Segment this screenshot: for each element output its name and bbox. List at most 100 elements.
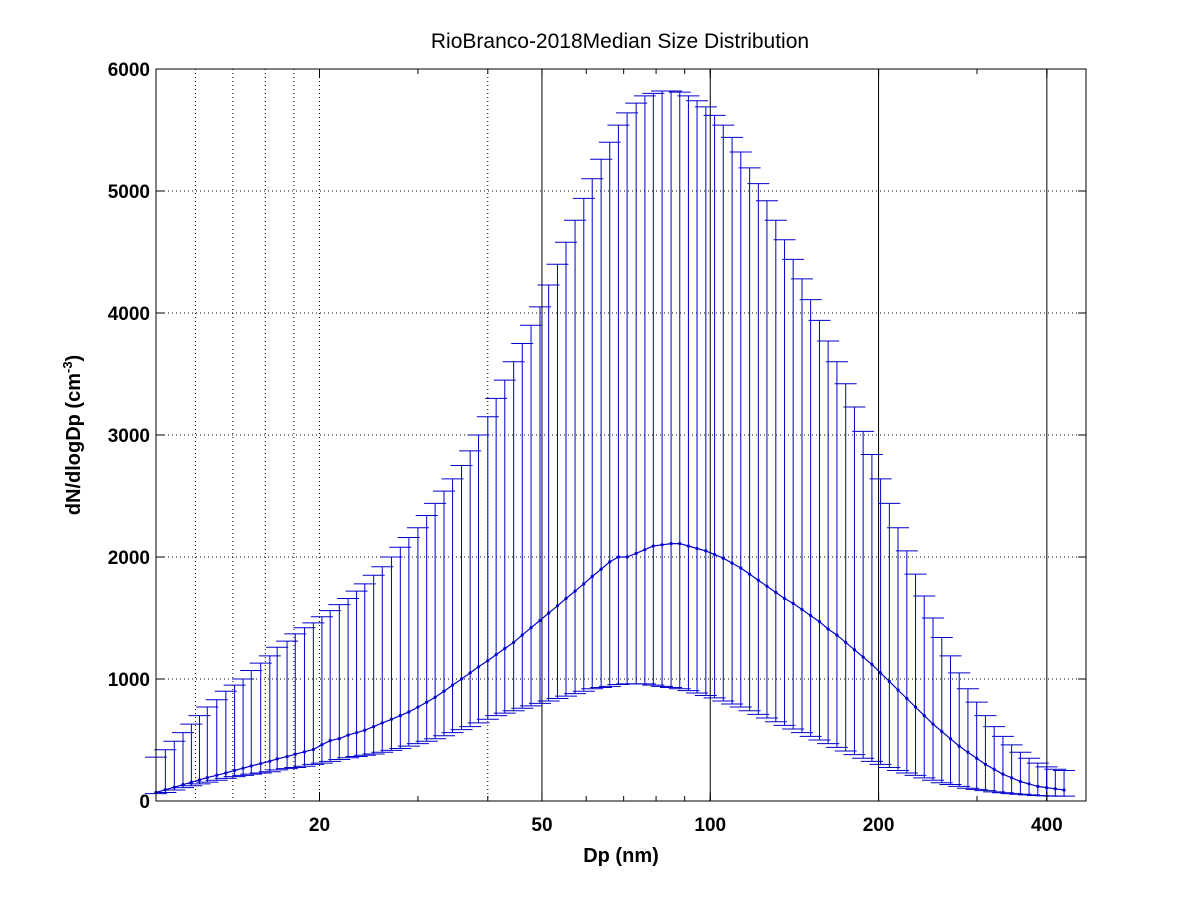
median-point: [181, 783, 185, 787]
median-point: [669, 541, 673, 546]
median-point: [1053, 787, 1057, 791]
median-point: [800, 607, 804, 612]
median-point: [1036, 784, 1040, 788]
median-point: [215, 773, 219, 777]
median-point: [791, 601, 795, 605]
median-point: [363, 728, 367, 732]
median-point: [896, 688, 900, 692]
median-point: [651, 544, 655, 548]
x-tick-label: 100: [694, 815, 726, 836]
y-axis-label-close: ): [63, 355, 85, 362]
median-point: [765, 584, 769, 588]
median-point: [1027, 782, 1031, 786]
median-point: [520, 633, 524, 637]
median-point: [205, 775, 209, 780]
median-point: [233, 768, 237, 773]
median-point: [686, 544, 691, 548]
median-point: [704, 549, 708, 553]
median-point: [1001, 772, 1005, 776]
median-point: [459, 677, 464, 681]
y-axis-label-main: dN/dlogDp (cm: [63, 373, 85, 515]
median-point: [337, 737, 341, 741]
median-point: [913, 705, 918, 709]
median-point: [1010, 776, 1014, 780]
y-tick-label: 1000: [108, 670, 150, 691]
y-tick-label: 0: [139, 792, 150, 813]
median-point: [486, 659, 490, 663]
median-point: [590, 574, 594, 579]
median-point: [852, 648, 857, 652]
median-point: [1044, 785, 1049, 790]
median-point: [275, 757, 279, 761]
x-tick-label: 400: [1031, 815, 1063, 836]
x-tick-label: 20: [309, 815, 330, 836]
median-point: [529, 626, 533, 630]
median-point: [320, 743, 324, 747]
median-point: [940, 729, 944, 734]
median-point: [302, 750, 307, 754]
median-point: [625, 555, 629, 559]
median-point: [957, 744, 961, 748]
y-axis-label-exponent: -3: [60, 361, 75, 373]
median-point: [450, 683, 455, 687]
median-point: [739, 566, 743, 570]
median-point: [224, 771, 228, 775]
median-point: [835, 633, 839, 637]
median-point: [468, 671, 472, 675]
grid-layer: [156, 69, 1086, 801]
median-point: [905, 696, 909, 701]
median-point: [922, 714, 926, 718]
median-point: [616, 555, 620, 559]
median-point: [389, 717, 394, 721]
median-point: [380, 721, 384, 725]
median-point: [826, 627, 830, 631]
median-point: [748, 572, 752, 576]
median-point: [189, 780, 193, 784]
median-point: [416, 705, 420, 709]
median-point: [172, 785, 176, 789]
median-point: [582, 582, 586, 586]
median-point: [573, 589, 577, 593]
median-point: [782, 596, 787, 601]
median-point: [354, 731, 359, 735]
median-point: [599, 567, 603, 571]
x-tick-label: 200: [863, 815, 895, 836]
median-point: [372, 724, 376, 729]
median-point: [433, 695, 437, 699]
median-point: [948, 737, 953, 741]
y-tick-label: 3000: [108, 426, 150, 447]
chart-title: RioBranco-2018Median Size Distribution: [431, 30, 809, 53]
median-point: [817, 620, 822, 624]
median-point: [861, 655, 865, 659]
median-point: [695, 546, 699, 551]
y-tick-label: 5000: [108, 182, 150, 203]
median-point: [328, 739, 332, 743]
median-point: [975, 756, 979, 760]
tick-layer: 0 1000 2000 3000 4000 5000 6000 20 50 100 200 400: [108, 60, 1086, 836]
median-point: [678, 541, 682, 546]
y-axis-label: dN/dlogDp (cm-3): [60, 355, 85, 515]
median-point: [564, 596, 568, 601]
median-point: [249, 764, 253, 768]
median-point: [1062, 788, 1066, 792]
median-point: [285, 754, 289, 759]
median-point: [346, 733, 350, 737]
median-point: [931, 722, 935, 726]
y-tick-label: 6000: [108, 60, 150, 81]
median-point: [555, 604, 560, 608]
x-axis-label: Dp (nm): [583, 845, 659, 867]
median-point: [634, 551, 638, 555]
median-point: [538, 618, 542, 623]
median-point: [268, 759, 272, 763]
median-point: [643, 548, 647, 552]
median-point: [712, 552, 717, 557]
median-point: [774, 590, 778, 594]
median-point: [992, 767, 996, 771]
median-point: [197, 778, 202, 782]
median-point: [870, 662, 874, 666]
median-point: [809, 613, 813, 618]
median-point: [407, 710, 411, 714]
median-point: [660, 543, 664, 547]
